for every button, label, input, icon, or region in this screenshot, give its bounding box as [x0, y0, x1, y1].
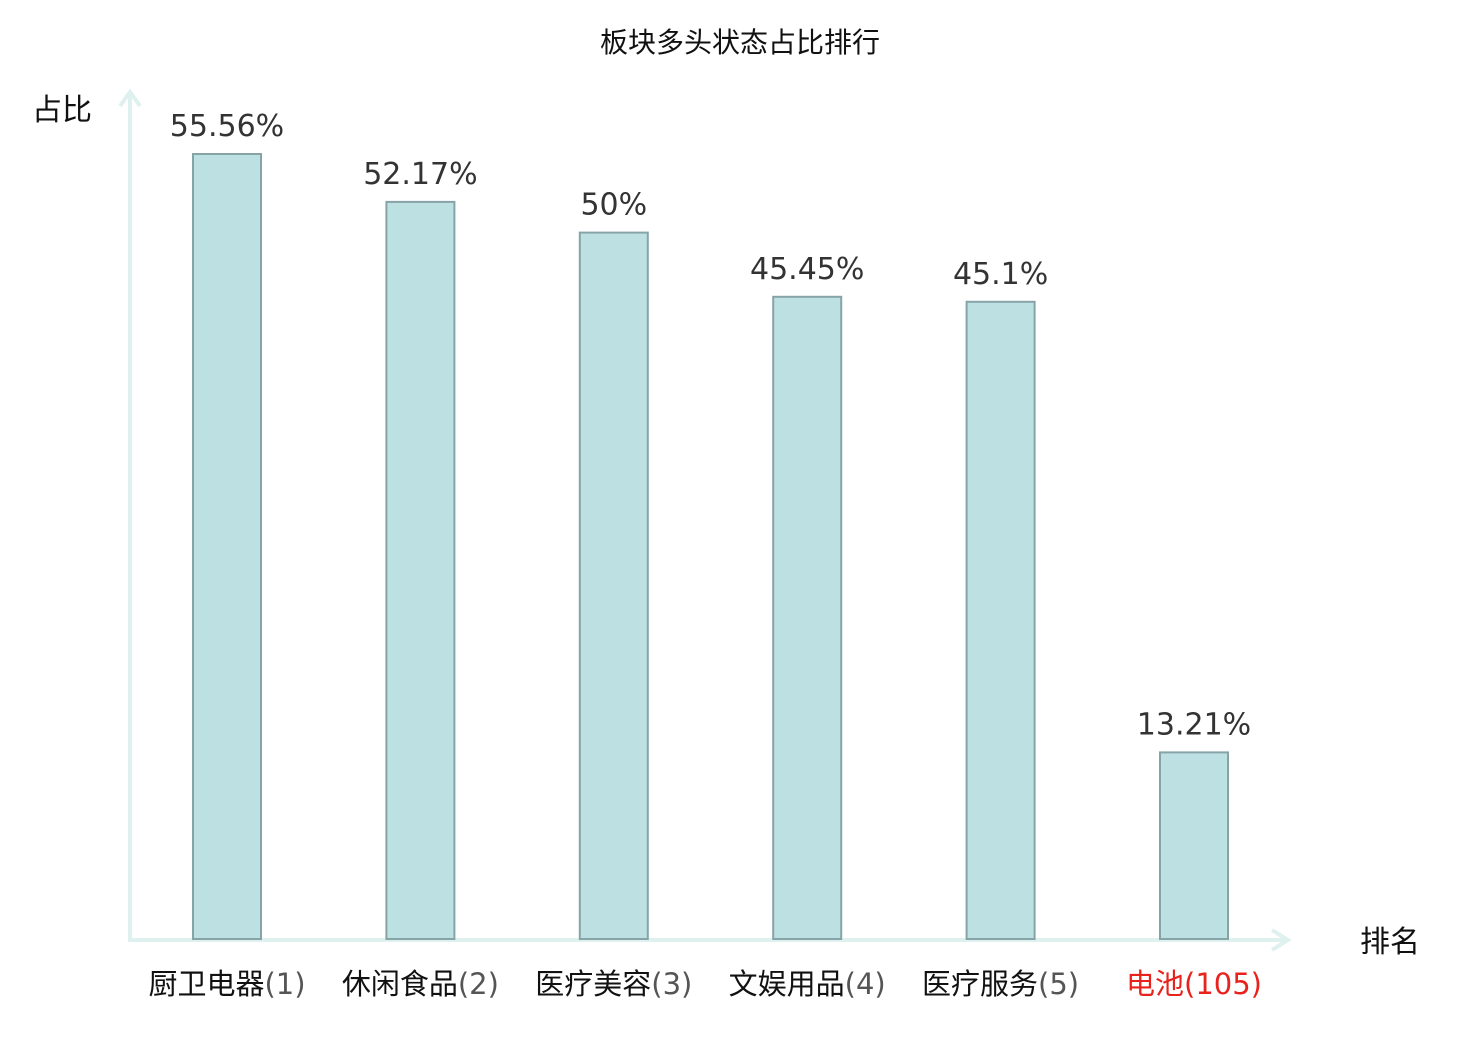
- tick-labels: 厨卫电器(1) 休闲食品(2) 医疗美容(3) 文娱用品(4) 医疗服务(5) 电池(10…: [148, 967, 1262, 1001]
- y-axis-label: 占比: [32, 93, 92, 128]
- bar-4: [772, 295, 843, 940]
- category-name-6: 电池: [1126, 967, 1184, 1001]
- category-tick-label-1: 厨卫电器(1): [148, 967, 305, 1001]
- bar-1: [192, 153, 262, 940]
- category-tick-label-5: 医疗服务(5): [922, 967, 1079, 1001]
- bar-value-label-1: 55.56%: [170, 109, 284, 144]
- bar-value-label-2: 52.17%: [363, 157, 477, 192]
- category-rank-6: (105): [1184, 967, 1262, 1001]
- x-axis-arrow: [1270, 928, 1292, 952]
- category-rank-4: (4): [845, 967, 886, 1001]
- bar-value-label-4: 45.45%: [750, 252, 864, 287]
- category-tick-label-2: 休闲食品(2): [342, 967, 499, 1001]
- category-name-4: 文娱用品: [729, 967, 845, 1001]
- bars: [192, 153, 1229, 941]
- bar-6: [1159, 751, 1229, 941]
- category-name-1: 厨卫电器: [148, 967, 264, 1001]
- category-name-3: 医疗美容: [535, 967, 651, 1001]
- y-axis-arrow: [118, 88, 142, 108]
- bar-value-label-5: 45.1%: [953, 257, 1048, 292]
- x-axis-label: 排名: [1360, 925, 1420, 960]
- value-labels: 55.56% 52.17% 50% 45.45% 45.1% 13.21%: [170, 109, 1251, 742]
- axes: [118, 88, 1292, 952]
- category-tick-label-3: 医疗美容(3): [535, 967, 692, 1001]
- category-rank-1: (1): [264, 967, 305, 1001]
- category-tick-label-4: 文娱用品(4): [729, 967, 886, 1001]
- bar-value-label-6: 13.21%: [1137, 707, 1251, 742]
- category-rank-2: (2): [458, 967, 499, 1001]
- category-rank-5: (5): [1038, 967, 1079, 1001]
- bar-2: [385, 200, 456, 940]
- category-rank-3: (3): [651, 967, 692, 1001]
- bar-value-label-3: 50%: [580, 188, 647, 223]
- chart-title: 板块多头状态占比排行: [600, 26, 880, 59]
- category-tick-label-6: 电池(105): [1126, 967, 1262, 1001]
- bar-5: [965, 300, 1036, 940]
- bar-3: [578, 231, 649, 941]
- category-name-2: 休闲食品: [342, 967, 458, 1001]
- category-name-5: 医疗服务: [922, 967, 1038, 1001]
